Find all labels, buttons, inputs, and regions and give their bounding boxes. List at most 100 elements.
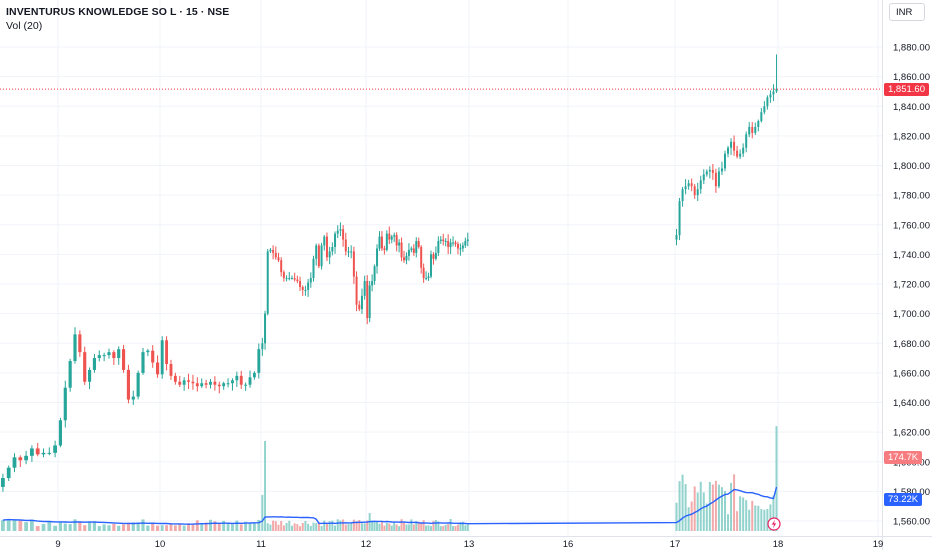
candle-body (141, 352, 145, 373)
volume-bar (97, 526, 101, 531)
candle-body (711, 169, 714, 173)
volume-bar (155, 525, 160, 531)
candle-body (182, 380, 186, 385)
volume-bar (1, 520, 5, 531)
volume-bar (748, 509, 751, 531)
volume-bar (769, 504, 772, 531)
candle-body (412, 248, 415, 253)
lightning-alert-icon[interactable] (767, 517, 781, 531)
candle-body (78, 334, 82, 353)
volume-bar (736, 511, 739, 531)
candle-body (690, 183, 693, 187)
candle-body (422, 267, 425, 279)
volume-bar (358, 519, 361, 531)
volume-bar (383, 525, 386, 531)
candle-body (358, 304, 361, 310)
candle-body (187, 380, 190, 382)
x-tick-label: 11 (256, 539, 266, 550)
volume-bar (393, 522, 396, 531)
candle-body (47, 452, 52, 454)
candle-body (439, 239, 442, 242)
x-tick-label: 10 (155, 539, 166, 550)
y-tick-label: 1,620.00 (893, 428, 930, 439)
candle-body (405, 255, 408, 261)
candle-body (339, 229, 342, 231)
volume-bar (739, 496, 742, 531)
candle-body (261, 343, 264, 350)
y-tick-label: 1,820.00 (893, 131, 930, 142)
volume-bar (312, 522, 315, 531)
candle-body (449, 242, 452, 247)
volume-indicator-label[interactable]: Vol (20) (6, 20, 43, 32)
candle-body (760, 112, 763, 122)
volume-bar (420, 523, 423, 531)
currency-button[interactable]: INR (889, 3, 925, 21)
time-axis[interactable]: 9 10 11 12 13 16 17 18 19 (55, 539, 883, 550)
candle-body (417, 241, 420, 247)
volume-bar (360, 523, 363, 531)
candle-body (252, 372, 256, 378)
candle-body (131, 396, 135, 400)
candle-body (368, 285, 371, 319)
candle-body (452, 242, 455, 244)
volume-bar (53, 525, 57, 531)
candle-body (248, 377, 252, 385)
candle-body (146, 350, 150, 353)
symbol-title[interactable]: INVENTURUS KNOWLEDGE SO L · 15 · NSE (6, 6, 230, 18)
candle-body (371, 281, 374, 286)
candle-body (693, 186, 696, 196)
volume-bar (772, 495, 775, 531)
volume-bar (464, 525, 467, 531)
volume-bar (331, 520, 334, 531)
candle-body (309, 278, 312, 283)
volume-bar (681, 474, 684, 531)
volume-bar (280, 520, 283, 531)
volume-bar (296, 524, 299, 531)
x-tick-label: 17 (670, 539, 681, 550)
volume-bar (684, 484, 687, 531)
x-tick-label: 18 (773, 539, 784, 550)
volume-bar (442, 526, 445, 531)
candle-body (347, 251, 350, 253)
y-tick-label: 1,560.00 (893, 517, 930, 528)
volume-bar (257, 519, 261, 531)
candle-body (317, 245, 320, 267)
candle-body (723, 153, 726, 169)
candle-body (464, 241, 467, 246)
volume-bar (274, 521, 277, 531)
y-tick-label: 1,780.00 (893, 191, 930, 202)
candle-body (191, 381, 195, 384)
candle-body (231, 380, 234, 384)
volume-bar (733, 474, 736, 531)
volume-bar (687, 507, 690, 531)
candle-body (385, 233, 388, 250)
volume-bar (136, 522, 140, 531)
candle-body (444, 241, 447, 243)
y-tick-label: 1,860.00 (893, 72, 930, 83)
volume-bar (30, 519, 34, 531)
price-axis[interactable]: 1,880.00 1,860.00 1,840.00 1,820.00 1,800.00… (893, 43, 930, 528)
volume-bar (299, 526, 302, 531)
volume-bar (395, 524, 398, 531)
volume-bar (452, 526, 455, 531)
volume-bar (727, 514, 730, 531)
candle-body (751, 126, 754, 133)
candle-body (427, 276, 430, 279)
volume-bar (388, 523, 391, 531)
candle-body (328, 251, 331, 258)
candle-body (315, 245, 318, 259)
candle-body (73, 334, 77, 362)
candle-body (678, 201, 681, 236)
volume-bar (708, 481, 711, 531)
candle-body (380, 236, 383, 249)
x-tick-label: 12 (361, 539, 372, 550)
y-tick-label: 1,700.00 (893, 309, 930, 320)
y-tick-label: 1,720.00 (893, 280, 930, 291)
volume-bar (355, 521, 358, 531)
volume-bar (350, 523, 353, 531)
candle-body (429, 254, 432, 277)
volume-bar (288, 520, 291, 531)
volume-bar (325, 523, 328, 531)
